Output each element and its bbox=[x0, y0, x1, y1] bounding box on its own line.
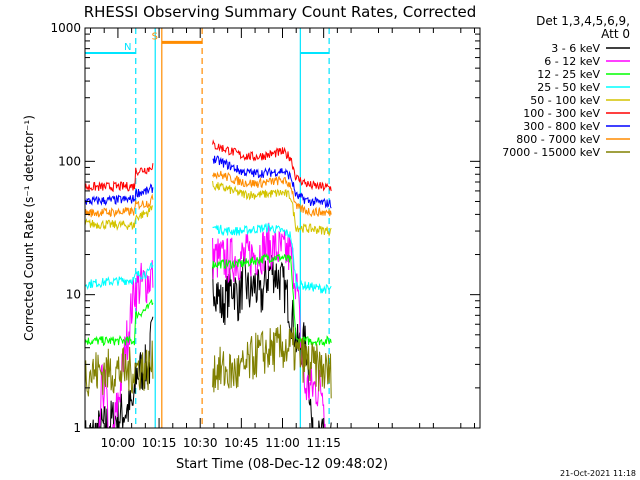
y-tick-label: 100 bbox=[58, 154, 81, 168]
series-line bbox=[85, 155, 332, 209]
night-label: N bbox=[124, 42, 131, 53]
series-line bbox=[85, 180, 332, 237]
legend-label: 6 - 12 keV bbox=[544, 55, 600, 68]
timestamp: 21-Oct-2021 11:18 bbox=[560, 469, 636, 478]
legend-label: 300 - 800 keV bbox=[523, 120, 600, 133]
series-line bbox=[85, 170, 332, 218]
legend-label: 7000 - 15000 keV bbox=[502, 146, 600, 159]
y-axis-label: Corrected Count Rate (s⁻¹ detector⁻¹) bbox=[22, 115, 36, 341]
legend-label: 50 - 100 keV bbox=[530, 94, 600, 107]
series-line bbox=[85, 223, 332, 294]
x-tick-label: 11:00 bbox=[265, 436, 300, 450]
legend-header: Det 1,3,4,5,6,9, bbox=[536, 14, 630, 28]
legend-label: 800 - 7000 keV bbox=[516, 133, 600, 146]
y-tick-label: 1000 bbox=[50, 21, 81, 35]
series-line bbox=[85, 324, 332, 399]
x-tick-label: 11:15 bbox=[306, 436, 341, 450]
legend-label: 25 - 50 keV bbox=[537, 81, 600, 94]
saa-label: S bbox=[152, 31, 158, 42]
x-axis-label: Start Time (08-Dec-12 09:48:02) bbox=[176, 457, 388, 472]
legend-label: 3 - 6 keV bbox=[551, 42, 600, 55]
series-line bbox=[98, 222, 326, 428]
legend-label: 12 - 25 keV bbox=[537, 68, 600, 81]
chart-title: RHESSI Observing Summary Count Rates, Co… bbox=[84, 3, 477, 21]
series-line bbox=[85, 252, 332, 348]
y-tick-label: 1 bbox=[73, 421, 81, 435]
x-tick-label: 10:45 bbox=[224, 436, 259, 450]
series-line bbox=[85, 139, 332, 193]
x-tick-label: 10:00 bbox=[101, 436, 136, 450]
x-tick-label: 10:15 bbox=[142, 436, 177, 450]
y-tick-label: 10 bbox=[66, 288, 81, 302]
legend-label: 100 - 300 keV bbox=[523, 107, 600, 120]
x-tick-label: 10:30 bbox=[183, 436, 218, 450]
legend-subheader: Att 0 bbox=[601, 27, 630, 41]
